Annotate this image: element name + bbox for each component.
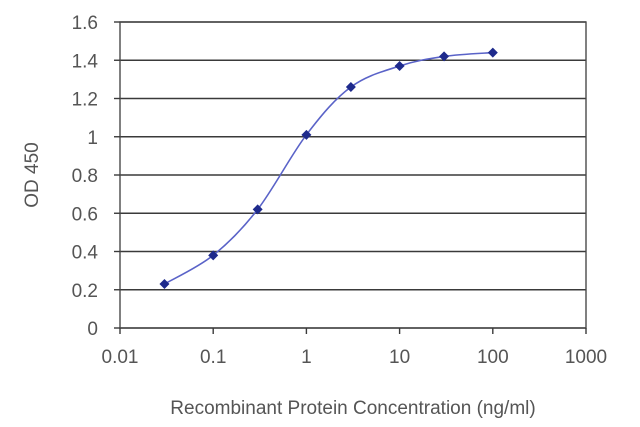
y-tick-label: 1.2 (72, 90, 98, 111)
y-tick-label: 1.6 (72, 13, 98, 34)
axis-ticks (114, 21, 587, 334)
data-point (252, 204, 263, 215)
data-point (439, 51, 450, 62)
series-line (164, 51, 493, 285)
x-axis-label: Recombinant Protein Concentration (ng/ml… (170, 398, 535, 419)
y-tick-label: 0.4 (72, 243, 99, 264)
x-tick-label: 0.01 (102, 347, 139, 368)
y-axis-label: OD 450 (22, 142, 43, 207)
x-tick-label: 1000 (565, 347, 607, 368)
y-tick-label: 0.2 (72, 281, 98, 302)
data-point (394, 60, 405, 71)
y-tick-label: 0.6 (72, 204, 98, 225)
data-point (208, 250, 219, 261)
data-point (301, 129, 312, 140)
y-tick-label: 1 (87, 128, 98, 149)
data-point (487, 47, 498, 58)
x-tick-label: 0.1 (200, 347, 226, 368)
x-tick-labels: 0.01 0.1 1 10 100 1000 (102, 347, 608, 368)
data-point (345, 82, 356, 93)
gridlines (120, 21, 586, 329)
x-tick-label: 1 (301, 347, 312, 368)
y-tick-label: 1.4 (72, 51, 99, 72)
x-tick-label: 10 (389, 347, 410, 368)
y-tick-labels: 0 0.2 0.4 0.6 0.8 1 1.2 1.4 1.6 (72, 13, 99, 340)
x-tick-label: 100 (477, 347, 509, 368)
y-tick-label: 0 (87, 319, 98, 340)
data-point (159, 279, 170, 290)
y-tick-label: 0.8 (72, 166, 98, 187)
data-points (159, 47, 498, 290)
